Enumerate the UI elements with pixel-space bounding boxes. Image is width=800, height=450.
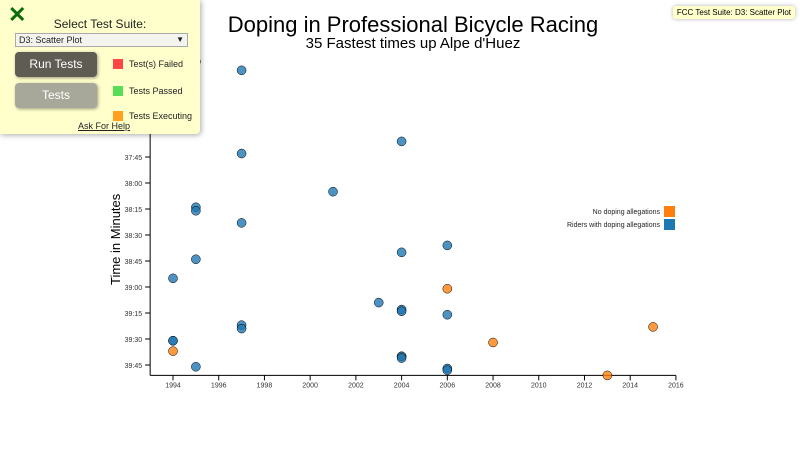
- chart-subtitle: 35 Fastest times up Alpe d'Huez: [305, 35, 521, 52]
- x-tick-label: 2002: [348, 382, 364, 389]
- y-tick-label: 38:45: [125, 259, 143, 266]
- data-point: [442, 309, 453, 320]
- data-point: [396, 247, 407, 258]
- data-point: [442, 365, 453, 375]
- x-tick-label: 2016: [668, 382, 684, 389]
- legend-label: Riders with doping allegations: [567, 222, 660, 229]
- test-panel: ✕ Select Test Suite: D3: Scatter Plot ▼ R…: [0, 0, 200, 134]
- data-point: [168, 335, 178, 346]
- x-tick-label: 1994: [165, 382, 181, 389]
- data-point: [396, 136, 407, 147]
- data-point: [442, 240, 453, 251]
- data-point: [602, 370, 613, 381]
- y-tick-label: 39:45: [125, 363, 143, 370]
- data-point: [168, 346, 178, 356]
- x-tick-label: 2004: [394, 382, 410, 389]
- data-point: [328, 186, 338, 197]
- executing-swatch: [113, 111, 123, 121]
- passed-swatch: [113, 86, 123, 96]
- data-point: [396, 306, 407, 317]
- x-tick-label: 2006: [440, 382, 456, 389]
- y-tick-label: 39:00: [125, 285, 143, 292]
- legend-executing: Tests Executing: [113, 111, 192, 121]
- data-point: [236, 148, 247, 159]
- test-suite-select[interactable]: D3: Scatter Plot ▼: [15, 33, 188, 47]
- data-point: [396, 353, 407, 363]
- data-point: [191, 205, 201, 216]
- data-point: [648, 322, 658, 332]
- legend-label: Test(s) Failed: [129, 59, 184, 69]
- legend-label: Tests Passed: [129, 86, 183, 96]
- y-tick-label: 39:30: [125, 337, 143, 344]
- legend-label: Tests Executing: [129, 111, 193, 121]
- x-tick-label: 2008: [485, 382, 501, 389]
- legend-swatch: [664, 219, 675, 230]
- data-point: [236, 65, 247, 76]
- failed-swatch: [113, 59, 123, 69]
- y-tick-label: 38:00: [125, 181, 143, 188]
- x-tick-label: 1996: [211, 382, 227, 389]
- x-tick-label: 2012: [577, 382, 593, 389]
- data-point: [488, 337, 498, 348]
- chevron-down-icon: ▼: [176, 35, 184, 44]
- data-point: [236, 323, 247, 334]
- x-tick-label: 2010: [531, 382, 547, 389]
- y-tick-label: 38:30: [125, 233, 143, 240]
- run-tests-button[interactable]: Run Tests: [15, 52, 97, 77]
- data-point: [191, 361, 201, 372]
- legend-label: No doping allegations: [593, 209, 661, 216]
- y-tick-label: 38:15: [125, 207, 143, 214]
- selected-suite: D3: Scatter Plot: [19, 35, 83, 45]
- x-tick-label: 2014: [622, 382, 638, 389]
- select-label: Select Test Suite:: [53, 17, 147, 31]
- x-tick-label: 2000: [302, 382, 318, 389]
- data-point: [373, 297, 384, 308]
- chart-title: Doping in Professional Bicycle Racing: [227, 12, 599, 37]
- data-point: [191, 254, 201, 265]
- legend-failed: Test(s) Failed: [113, 59, 183, 69]
- test-suite-badge: FCC Test Suite: D3: Scatter Plot: [672, 6, 795, 19]
- y-tick-label: 37:45: [125, 155, 143, 162]
- tests-button[interactable]: Tests: [15, 83, 97, 108]
- y-axis-label: Time in Minutes: [108, 193, 123, 285]
- legend-passed: Tests Passed: [113, 86, 183, 96]
- x-tick-label: 1998: [257, 382, 273, 389]
- data-point: [168, 273, 178, 284]
- data-point: [236, 218, 247, 228]
- data-point: [442, 283, 453, 294]
- y-tick-label: 39:15: [125, 311, 143, 318]
- ask-for-help-link[interactable]: Ask For Help: [78, 121, 131, 131]
- legend-swatch: [664, 206, 675, 217]
- close-icon[interactable]: ✕: [8, 2, 27, 27]
